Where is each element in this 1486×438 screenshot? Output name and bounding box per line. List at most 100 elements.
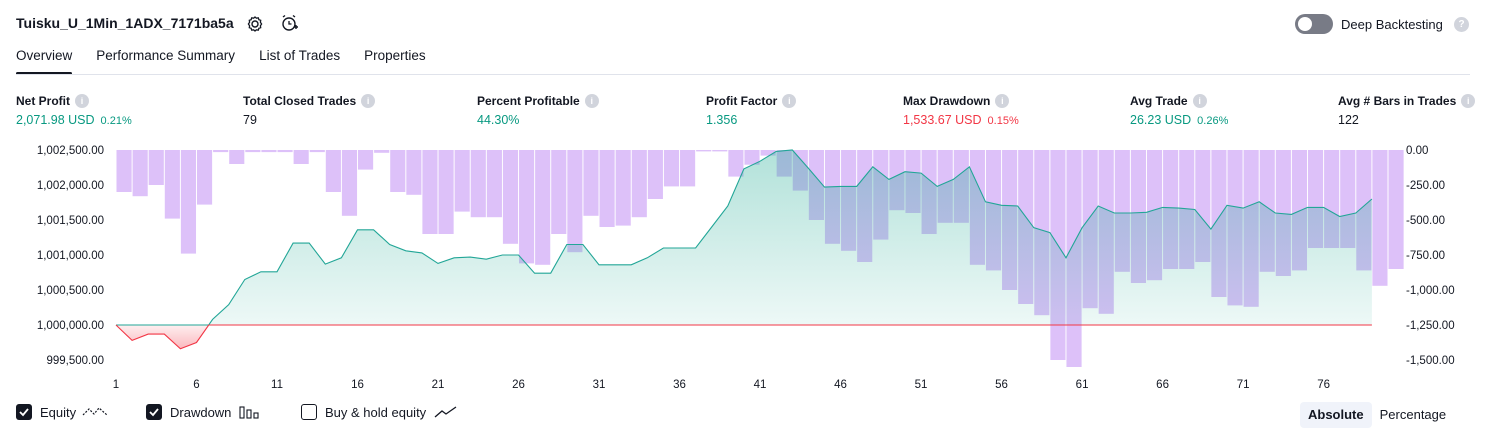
info-icon[interactable]: i xyxy=(782,94,797,108)
x-axis-tick-label: 56 xyxy=(995,379,1008,391)
legend-label: Drawdown xyxy=(170,404,232,420)
drawdown-bar xyxy=(470,150,486,218)
info-icon[interactable]: i xyxy=(361,94,376,108)
metric-value: 2,071.98 USD xyxy=(16,113,95,127)
drawdown-bar xyxy=(116,150,132,192)
drawdown-bar xyxy=(148,150,164,185)
drawdown-bar xyxy=(213,150,229,153)
drawdown-bar xyxy=(164,150,180,219)
drawdown-bar xyxy=(196,150,213,205)
tab-list-of-trades[interactable]: List of Trades xyxy=(259,48,341,63)
metric-total-closed-trades: Total Closed Trades i 79 xyxy=(243,94,376,127)
settings-icon[interactable] xyxy=(245,14,265,34)
x-axis-tick-label: 46 xyxy=(834,379,847,391)
legend-drawdown[interactable]: Drawdown xyxy=(146,404,261,420)
metric-max-drawdown: Max Drawdown i 1,533.67 USD 0.15% xyxy=(903,94,1019,127)
drawdown-bar xyxy=(293,150,309,164)
legend-label: Buy & hold equity xyxy=(325,404,427,420)
x-axis: 1 6 11 16 21 26 31 36 41 46 51 56 61 66 71 76 xyxy=(113,379,1330,391)
metric-profit-factor: Profit Factor i 1.356 xyxy=(706,94,797,127)
info-icon[interactable]: i xyxy=(584,94,599,108)
add-alert-icon[interactable] xyxy=(279,13,299,33)
drawdown-bar xyxy=(374,150,390,153)
drawdown-bar xyxy=(712,150,728,152)
equity-drawdown-chart[interactable]: 1,002,500.00 1,002,000.00 1,001,500.00 1,00… xyxy=(0,138,1486,398)
x-axis-tick-label: 41 xyxy=(754,379,767,391)
x-axis-tick-label: 1 xyxy=(113,379,119,391)
x-axis-tick-label: 76 xyxy=(1317,379,1330,391)
right-axis: 0.00 -250.00 -500.00 -750.00 -1,000.00 -1,250… xyxy=(1406,145,1455,367)
drawdown-bar xyxy=(615,150,631,226)
drawdown-bar xyxy=(502,150,519,244)
metric-avg-trade: Avg Trade i 26.23 USD 0.26% xyxy=(1130,94,1228,127)
absolute-option[interactable]: Absolute xyxy=(1300,402,1372,428)
left-axis-tick-label: 1,001,000.00 xyxy=(37,250,104,262)
metric-label: Net Profit xyxy=(16,94,70,108)
percentage-option[interactable]: Percentage xyxy=(1379,407,1447,422)
drawdown-bar xyxy=(438,150,454,234)
drawdown-checkbox[interactable] xyxy=(146,404,162,420)
info-icon[interactable]: i xyxy=(1192,94,1207,108)
left-axis-tick-label: 1,001,500.00 xyxy=(37,215,104,227)
drawdown-bar xyxy=(325,150,341,192)
metric-percent: 0.26% xyxy=(1197,115,1229,127)
drawdown-bar xyxy=(631,150,647,218)
right-axis-tick-label: -750.00 xyxy=(1406,250,1445,262)
info-icon[interactable]: i xyxy=(75,94,89,108)
help-icon[interactable]: ? xyxy=(1454,17,1469,32)
drawdown-bars-icon xyxy=(239,406,259,419)
buy-hold-checkbox[interactable] xyxy=(301,404,317,420)
equity-line-negative xyxy=(115,324,1372,350)
metric-value: 122 xyxy=(1338,113,1359,127)
tab-performance-summary[interactable]: Performance Summary xyxy=(96,48,236,63)
equity-area-negative xyxy=(116,325,1372,349)
drawdown-bar xyxy=(454,150,470,212)
metric-label: Max Drawdown xyxy=(903,94,991,108)
drawdown-bar xyxy=(551,150,567,234)
drawdown-bar xyxy=(261,150,277,153)
x-axis-tick-label: 21 xyxy=(432,379,445,391)
metric-value: 44.30% xyxy=(477,113,520,127)
metric-value: 1.356 xyxy=(706,113,738,127)
info-icon[interactable]: i xyxy=(1461,94,1476,108)
metric-avg-bars-in-trades: Avg # Bars in Trades i 122 xyxy=(1338,94,1476,127)
metric-label: Profit Factor xyxy=(706,94,778,108)
right-axis-tick-label: -1,000.00 xyxy=(1406,285,1455,297)
right-axis-tick-label: 0.00 xyxy=(1406,145,1428,157)
left-axis-tick-label: 1,002,500.00 xyxy=(37,145,104,157)
info-icon[interactable]: i xyxy=(995,94,1010,108)
x-axis-tick-label: 16 xyxy=(351,379,364,391)
drawdown-bar xyxy=(341,150,358,216)
right-axis-tick-label: -500.00 xyxy=(1406,215,1445,227)
metric-value: 26.23 USD xyxy=(1130,113,1192,127)
strategy-title: Tuisku_U_1Min_1ADX_7171ba5a xyxy=(16,15,234,31)
left-axis-tick-label: 1,002,000.00 xyxy=(37,180,104,192)
toggle-knob xyxy=(1298,17,1312,31)
left-axis-tick-label: 1,000,500.00 xyxy=(37,285,104,297)
drawdown-bar xyxy=(277,150,293,153)
legend-equity[interactable]: Equity xyxy=(16,404,108,420)
legend-buy-hold[interactable]: Buy & hold equity xyxy=(301,404,458,420)
right-axis-tick-label: -1,500.00 xyxy=(1406,355,1455,367)
drawdown-bar xyxy=(245,150,261,153)
deep-backtesting-toggle[interactable] xyxy=(1295,14,1333,34)
drawdown-bar xyxy=(390,150,406,192)
equity-checkbox[interactable] xyxy=(16,404,32,420)
drawdown-bar xyxy=(663,150,680,187)
drawdown-bar xyxy=(486,150,502,218)
drawdown-bar xyxy=(696,150,712,152)
metric-percent: 0.21% xyxy=(100,115,132,127)
tabs-divider xyxy=(16,74,1470,75)
drawdown-bar xyxy=(519,150,535,264)
drawdown-bar xyxy=(583,150,599,216)
buy-hold-line-icon xyxy=(434,406,457,418)
metric-net-profit: Net Profit i 2,071.98 USD 0.21% xyxy=(16,94,132,127)
tab-properties[interactable]: Properties xyxy=(364,48,426,63)
metric-percent: 0.15% xyxy=(987,115,1019,127)
drawdown-bar xyxy=(358,150,374,170)
legend-label: Equity xyxy=(40,404,77,420)
drawdown-bar xyxy=(599,150,615,227)
left-axis-tick-label: 999,500.00 xyxy=(46,355,104,367)
tab-overview[interactable]: Overview xyxy=(16,48,73,75)
drawdown-bar xyxy=(406,150,422,195)
